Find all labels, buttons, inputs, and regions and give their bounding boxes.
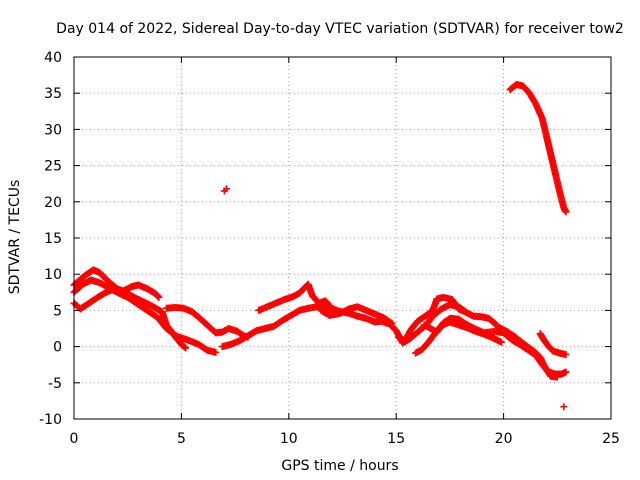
x-axis-label: GPS time / hours (281, 458, 398, 474)
series-outliers (220, 185, 568, 411)
data-point (181, 343, 189, 351)
series-track-h (394, 293, 503, 345)
series-track-k (495, 324, 561, 381)
y-tick-label: -5 (48, 376, 62, 392)
data-points (70, 81, 570, 411)
y-tick-label: 40 (44, 50, 62, 66)
data-point (212, 348, 220, 356)
y-tick-label: 10 (44, 267, 62, 283)
series-track-l (536, 330, 570, 359)
data-point (154, 292, 162, 300)
data-point (562, 368, 570, 376)
y-tick-label: 35 (44, 86, 62, 102)
x-tick-label: 5 (177, 431, 186, 447)
y-tick-label: 5 (53, 303, 62, 319)
data-point (560, 403, 568, 411)
data-point (155, 293, 163, 301)
y-tick-label: 15 (44, 231, 62, 247)
axes: 0 5 10 15 20 25 -10 -5 0 5 10 15 20 25 30 35 40 (39, 50, 620, 447)
y-tick-label: 30 (44, 122, 62, 138)
y-axis-label: SDTVAR / TECUs (7, 180, 23, 295)
y-tick-label: 0 (53, 340, 62, 356)
data-point (562, 351, 570, 359)
x-tick-label: 10 (280, 431, 298, 447)
x-tick-label: 0 (70, 431, 79, 447)
series-track-c (70, 281, 163, 313)
x-tick-label: 20 (495, 431, 513, 447)
y-tick-label: 25 (44, 159, 62, 175)
y-tick-label: -10 (39, 412, 62, 428)
grid-lines (74, 57, 611, 419)
data-point (387, 319, 395, 327)
series-track-g (317, 303, 396, 327)
series-track-b (70, 276, 220, 356)
data-point (562, 208, 570, 216)
data-point (223, 185, 231, 193)
x-tick-label: 15 (387, 431, 405, 447)
data-point (182, 344, 190, 352)
data-point (388, 319, 396, 327)
series-track-m (506, 81, 570, 216)
y-tick-label: 20 (44, 195, 62, 211)
x-tick-label: 25 (602, 431, 620, 447)
chart-title: Day 014 of 2022, Sidereal Day-to-day VTE… (56, 21, 624, 37)
data-point (553, 373, 561, 381)
data-point (497, 338, 505, 346)
